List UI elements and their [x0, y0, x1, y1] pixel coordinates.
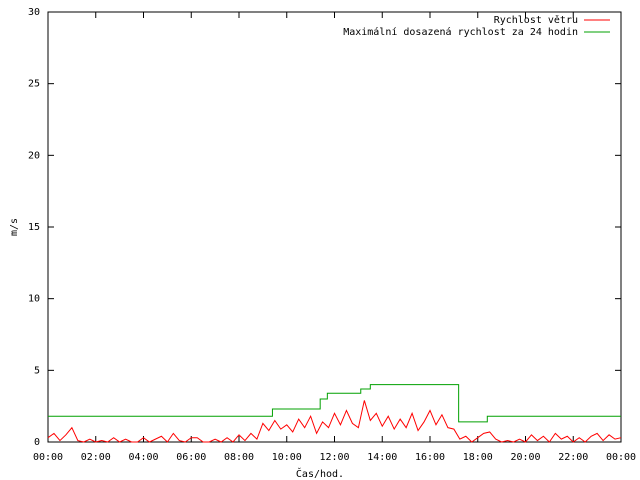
y-tick-label: 25: [28, 79, 40, 90]
x-tick-label: 12:00: [319, 452, 349, 463]
x-tick-label: 20:00: [510, 452, 540, 463]
y-tick-label: 5: [34, 365, 40, 376]
legend-label: Rychlost větru: [494, 14, 578, 26]
x-axis-label: Čas/hod.: [296, 467, 344, 480]
legend-label: Maximální dosazená rychlost za 24 hodin: [343, 26, 578, 38]
x-tick-label: 08:00: [224, 452, 254, 463]
y-tick-label: 30: [28, 7, 40, 18]
x-tick-label: 00:00: [606, 452, 636, 463]
x-tick-label: 22:00: [558, 452, 588, 463]
y-tick-label: 15: [28, 222, 40, 233]
x-tick-label: 02:00: [81, 452, 111, 463]
y-tick-label: 0: [34, 437, 40, 448]
x-tick-label: 04:00: [128, 452, 158, 463]
x-tick-label: 06:00: [176, 452, 206, 463]
x-tick-label: 14:00: [367, 452, 397, 463]
series-line: [48, 384, 621, 423]
y-tick-label: 10: [28, 294, 40, 305]
x-tick-label: 16:00: [415, 452, 445, 463]
x-tick-label: 18:00: [463, 452, 493, 463]
y-axis-label: m/s: [9, 218, 20, 236]
y-tick-label: 20: [28, 150, 40, 161]
series-line: [47, 400, 622, 443]
x-tick-label: 10:00: [272, 452, 302, 463]
x-tick-label: 00:00: [33, 452, 63, 463]
